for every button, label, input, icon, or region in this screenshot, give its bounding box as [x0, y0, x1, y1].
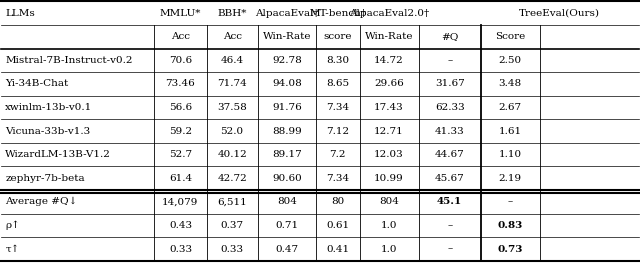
Text: 61.4: 61.4 [169, 174, 192, 183]
Text: 52.7: 52.7 [169, 150, 192, 159]
Text: 0.73: 0.73 [497, 244, 523, 253]
Text: –: – [508, 197, 513, 206]
Text: 0.33: 0.33 [221, 244, 244, 253]
Text: 45.1: 45.1 [437, 197, 462, 206]
Text: 0.41: 0.41 [326, 244, 349, 253]
Text: xwinlm-13b-v0.1: xwinlm-13b-v0.1 [5, 103, 92, 112]
Text: 1.10: 1.10 [499, 150, 522, 159]
Text: 14,079: 14,079 [163, 197, 198, 206]
Text: –: – [447, 244, 452, 253]
Text: 62.33: 62.33 [435, 103, 465, 112]
Text: 70.6: 70.6 [169, 56, 192, 65]
Text: 37.58: 37.58 [217, 103, 247, 112]
Text: 91.76: 91.76 [272, 103, 301, 112]
Text: 31.67: 31.67 [435, 79, 465, 89]
Text: 0.37: 0.37 [221, 221, 244, 230]
Text: 40.12: 40.12 [217, 150, 247, 159]
Text: Acc: Acc [171, 32, 190, 41]
Text: #Q: #Q [441, 32, 458, 41]
Text: Average #Q↓: Average #Q↓ [5, 197, 77, 207]
Text: 80: 80 [332, 197, 344, 206]
Text: Vicuna-33b-v1.3: Vicuna-33b-v1.3 [5, 127, 90, 136]
Text: 0.61: 0.61 [326, 221, 349, 230]
Text: 0.33: 0.33 [169, 244, 192, 253]
Text: τ↑: τ↑ [5, 244, 20, 253]
Text: Acc: Acc [223, 32, 241, 41]
Text: –: – [447, 221, 452, 230]
Text: 90.60: 90.60 [272, 174, 301, 183]
Text: ρ↑: ρ↑ [5, 221, 20, 230]
Text: BBH*: BBH* [218, 9, 247, 18]
Text: Win-Rate: Win-Rate [262, 32, 311, 41]
Text: 0.83: 0.83 [497, 221, 523, 230]
Text: 804: 804 [277, 197, 297, 206]
Text: 8.30: 8.30 [326, 56, 349, 65]
Text: 0.71: 0.71 [275, 221, 298, 230]
Text: 12.03: 12.03 [374, 150, 404, 159]
Text: 41.33: 41.33 [435, 127, 465, 136]
Text: 7.2: 7.2 [330, 150, 346, 159]
Text: MT-bench†: MT-bench† [309, 9, 367, 18]
Text: 1.0: 1.0 [381, 244, 397, 253]
Text: 29.66: 29.66 [374, 79, 404, 89]
Text: 12.71: 12.71 [374, 127, 404, 136]
Text: MMLU*: MMLU* [160, 9, 201, 18]
Text: 92.78: 92.78 [272, 56, 301, 65]
Text: 7.34: 7.34 [326, 174, 349, 183]
Text: 56.6: 56.6 [169, 103, 192, 112]
Text: 2.67: 2.67 [499, 103, 522, 112]
Text: 1.0: 1.0 [381, 221, 397, 230]
Text: 1.61: 1.61 [499, 127, 522, 136]
Text: 6,511: 6,511 [217, 197, 247, 206]
Text: WizardLM-13B-V1.2: WizardLM-13B-V1.2 [5, 150, 111, 159]
Text: Win-Rate: Win-Rate [365, 32, 413, 41]
Text: AlpacaEval†: AlpacaEval† [255, 9, 319, 18]
Text: 46.4: 46.4 [221, 56, 244, 65]
Text: 10.99: 10.99 [374, 174, 404, 183]
Text: TreeEval(Ours): TreeEval(Ours) [519, 9, 600, 18]
Text: AlpacaEval2.0†: AlpacaEval2.0† [349, 9, 429, 18]
Text: 7.12: 7.12 [326, 127, 349, 136]
Text: Score: Score [495, 32, 525, 41]
Text: 59.2: 59.2 [169, 127, 192, 136]
Text: 3.48: 3.48 [499, 79, 522, 89]
Text: Mistral-7B-Instruct-v0.2: Mistral-7B-Instruct-v0.2 [5, 56, 132, 65]
Text: Yi-34B-Chat: Yi-34B-Chat [5, 79, 68, 89]
Text: 14.72: 14.72 [374, 56, 404, 65]
Text: 7.34: 7.34 [326, 103, 349, 112]
Text: 8.65: 8.65 [326, 79, 349, 89]
Text: 71.74: 71.74 [217, 79, 247, 89]
Text: 0.43: 0.43 [169, 221, 192, 230]
Text: 73.46: 73.46 [166, 79, 195, 89]
Text: 88.99: 88.99 [272, 127, 301, 136]
Text: –: – [447, 56, 452, 65]
Text: 45.67: 45.67 [435, 174, 465, 183]
Text: 2.50: 2.50 [499, 56, 522, 65]
Text: LLMs: LLMs [5, 9, 35, 18]
Text: zephyr-7b-beta: zephyr-7b-beta [5, 174, 85, 183]
Text: 804: 804 [380, 197, 399, 206]
Text: 44.67: 44.67 [435, 150, 465, 159]
Text: score: score [324, 32, 352, 41]
Text: 89.17: 89.17 [272, 150, 301, 159]
Text: 2.19: 2.19 [499, 174, 522, 183]
Text: 42.72: 42.72 [217, 174, 247, 183]
Text: 52.0: 52.0 [221, 127, 244, 136]
Text: 17.43: 17.43 [374, 103, 404, 112]
Text: 94.08: 94.08 [272, 79, 301, 89]
Text: 0.47: 0.47 [275, 244, 298, 253]
